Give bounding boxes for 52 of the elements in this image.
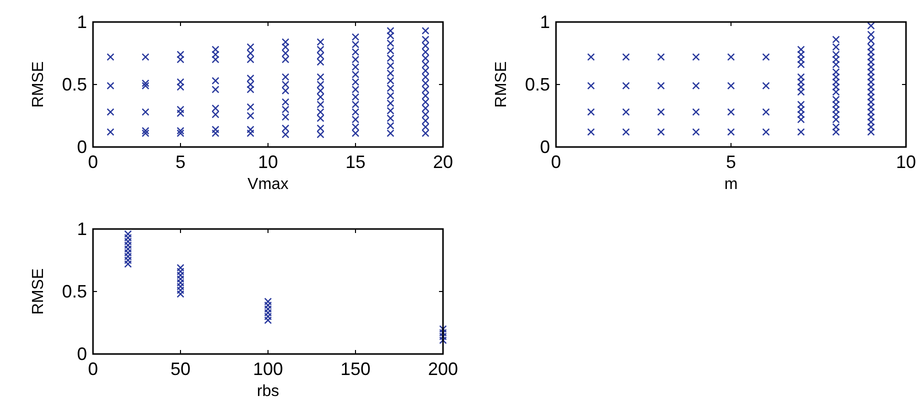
point	[264, 316, 272, 324]
point	[124, 234, 132, 242]
x-tick-label: 150	[340, 359, 371, 379]
point	[439, 325, 447, 333]
x-tick-label: 200	[428, 359, 458, 379]
y-axis-title: RMSE	[493, 61, 510, 108]
x-axis-title: m	[724, 176, 738, 193]
x-tick-label: 10	[896, 152, 916, 172]
point	[439, 328, 447, 337]
point	[124, 252, 132, 260]
point	[176, 282, 184, 290]
point	[124, 238, 132, 246]
x-tick-label: 100	[252, 359, 284, 379]
y-tick-label: 0.5	[62, 74, 87, 94]
y-tick-label: 0.5	[62, 282, 87, 302]
y-tick-label: 0	[540, 137, 550, 157]
y-tick-label: 1	[76, 12, 87, 32]
point	[264, 298, 272, 306]
point	[264, 308, 272, 317]
point	[124, 260, 132, 268]
x-tick-label: 50	[170, 359, 191, 379]
y-tick-label: 0	[76, 137, 87, 157]
point	[264, 301, 272, 310]
y-tick-label: 0	[76, 344, 87, 364]
y-tick-label: 1	[540, 12, 550, 32]
x-tick-label: 5	[175, 152, 186, 172]
y-tick-label: 1	[76, 219, 87, 239]
x-tick-label: 10	[258, 152, 278, 172]
y-axis-title: RMSE	[30, 268, 47, 315]
point	[124, 245, 132, 253]
x-tick-label: 5	[726, 152, 736, 172]
point	[176, 278, 184, 287]
point	[176, 275, 184, 283]
point	[264, 312, 272, 320]
x-tick-label: 20	[432, 152, 454, 172]
x-axis-title: Vmax	[248, 176, 288, 193]
point	[264, 305, 272, 313]
y-tick-label: 0.5	[524, 74, 550, 94]
point	[176, 290, 184, 298]
x-axis-title: rbs	[256, 383, 280, 400]
y-axis-title: RMSE	[30, 61, 47, 108]
point	[124, 230, 132, 238]
x-tick-label: 15	[345, 152, 366, 172]
point	[439, 336, 447, 344]
point	[176, 271, 184, 280]
point	[124, 241, 132, 250]
point	[124, 248, 132, 257]
point	[124, 256, 132, 264]
point	[439, 332, 447, 340]
point	[176, 264, 184, 272]
point	[176, 286, 184, 294]
point	[176, 268, 184, 276]
